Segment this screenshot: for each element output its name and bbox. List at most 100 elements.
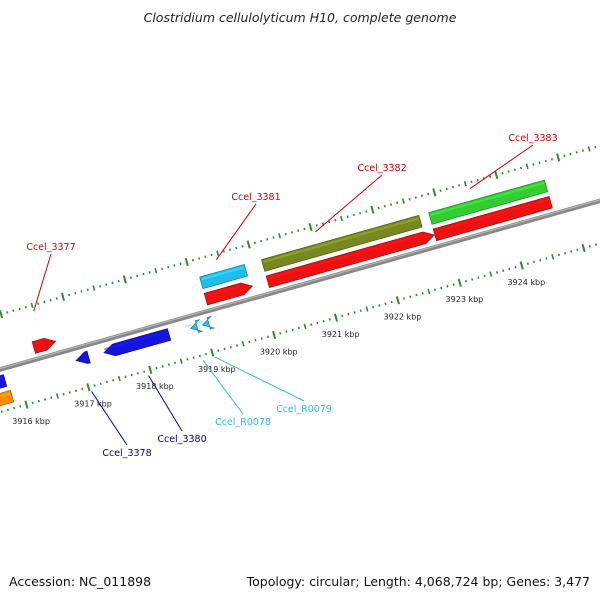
lower-tick xyxy=(316,321,319,325)
lower-tick xyxy=(235,344,239,347)
lower-tick xyxy=(6,408,9,412)
kbp-tick-label: 3924 kbp xyxy=(507,278,545,287)
lower-tick xyxy=(551,254,555,260)
upper-tick xyxy=(550,158,554,161)
upper-tick xyxy=(451,185,455,189)
lower-tick xyxy=(143,370,146,373)
kbp-tick-label: 3917 kbp xyxy=(74,400,112,409)
lower-tick xyxy=(105,380,109,384)
upper-tick xyxy=(184,257,189,267)
lower-tick xyxy=(31,401,34,405)
upper-tick xyxy=(179,262,182,265)
upper-tick xyxy=(365,210,368,213)
upper-tick xyxy=(445,187,448,191)
upper-tick xyxy=(191,258,195,262)
lower-tick xyxy=(279,332,282,335)
upper-tick xyxy=(235,246,238,250)
lower-tick xyxy=(557,253,560,257)
feature-highlight xyxy=(430,182,545,216)
lower-tick xyxy=(347,312,350,316)
feature-highlight xyxy=(0,392,11,398)
lower-tick xyxy=(192,356,195,359)
upper-tick xyxy=(105,283,108,286)
lower-tick xyxy=(433,288,437,292)
feature-layer xyxy=(0,179,553,407)
upper-tick xyxy=(290,231,294,234)
upper-tick xyxy=(154,267,158,274)
lower-tick xyxy=(545,257,548,260)
upper-tick xyxy=(587,146,591,152)
feature-highlight xyxy=(33,340,44,345)
backbone-layer xyxy=(0,198,600,372)
gene-label-ccel-3377: Ccel_3377 xyxy=(26,242,75,253)
upper-tick xyxy=(222,250,225,253)
lower-tick xyxy=(502,269,505,272)
feature-f-3378 xyxy=(75,350,91,364)
lower-tick xyxy=(161,365,164,368)
lower-tick xyxy=(446,285,449,288)
lower-tick xyxy=(68,391,71,394)
upper-tick xyxy=(0,310,4,319)
label-leader-line xyxy=(91,391,128,446)
upper-tick xyxy=(594,145,597,149)
upper-tick xyxy=(328,220,331,224)
upper-tick xyxy=(266,238,269,241)
lower-tick xyxy=(117,375,121,382)
upper-tick xyxy=(68,293,71,297)
upper-tick xyxy=(204,255,207,259)
feature-f-3381b xyxy=(203,282,254,306)
upper-tick xyxy=(303,227,306,231)
gene-label-ccel-3381: Ccel_3381 xyxy=(231,192,280,203)
upper-tick xyxy=(458,184,461,187)
lower-tick xyxy=(148,365,153,374)
upper-tick xyxy=(308,223,313,232)
lower-tick xyxy=(457,278,462,287)
upper-tick xyxy=(80,290,83,293)
lower-tick xyxy=(186,358,189,361)
feature-highlight xyxy=(267,233,423,280)
upper-tick xyxy=(389,203,393,206)
upper-tick xyxy=(383,204,386,208)
lower-tick xyxy=(539,258,542,262)
lower-tick xyxy=(136,372,139,375)
upper-tick xyxy=(210,253,213,257)
gene-label-ccel-3380: Ccel_3380 xyxy=(157,434,206,445)
lower-tick xyxy=(303,323,307,330)
lower-tick xyxy=(167,363,170,366)
upper-tick xyxy=(476,178,479,182)
upper-tick xyxy=(122,275,127,284)
upper-tick xyxy=(401,198,405,204)
lower-tick xyxy=(427,288,431,295)
kbp-tick-label: 3922 kbp xyxy=(384,313,422,322)
upper-tick xyxy=(6,311,9,314)
upper-tick xyxy=(501,171,504,175)
feature-highlight xyxy=(435,198,549,233)
lower-tick xyxy=(576,248,579,252)
upper-tick xyxy=(24,305,27,309)
lower-tick xyxy=(395,296,400,305)
lower-tick xyxy=(508,267,511,271)
upper-tick xyxy=(538,161,541,165)
upper-tick xyxy=(420,194,424,198)
lower-tick xyxy=(62,392,65,396)
upper-tick xyxy=(272,236,275,239)
upper-tick xyxy=(532,163,535,166)
lower-tick xyxy=(581,243,586,253)
lower-tick xyxy=(86,383,91,392)
lower-tick xyxy=(353,311,356,314)
upper-tick xyxy=(173,264,176,267)
upper-tick xyxy=(30,302,34,309)
lower-tick xyxy=(248,340,251,344)
lower-tick xyxy=(229,345,232,349)
lower-tick xyxy=(489,271,493,277)
upper-tick xyxy=(370,205,375,214)
tick-layer xyxy=(0,145,598,413)
lower-tick xyxy=(483,274,486,278)
upper-tick xyxy=(37,302,40,305)
page-title: Clostridium cellulolyticum H10, complete… xyxy=(143,10,457,25)
upper-tick xyxy=(470,180,473,184)
feature-highlight xyxy=(263,217,419,263)
lower-tick xyxy=(204,352,208,356)
lower-tick xyxy=(266,335,269,339)
